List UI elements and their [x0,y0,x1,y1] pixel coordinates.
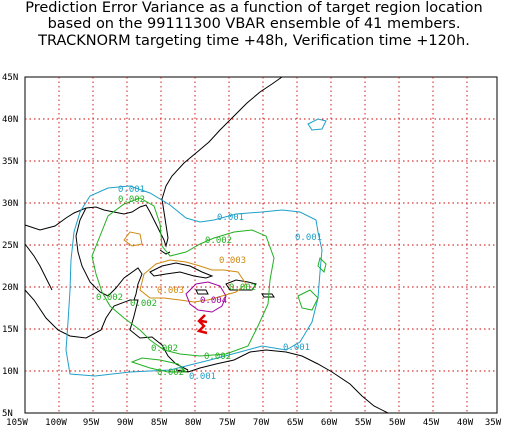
contour-high [196,314,208,335]
x-tick-label: 35W [485,418,502,428]
contour-label: 0.002 [96,293,123,303]
puerto-rico [261,293,275,298]
y-tick-label: 30N [2,199,18,209]
x-tick-label: 65W [287,418,304,428]
x-tick-label: 75W [219,418,236,428]
contour-label: 0.001 [118,185,145,195]
contour-0-001 [65,185,323,377]
mexico-central-america-coast [24,289,189,371]
contour-label: 0.002 [151,344,178,354]
contour-label-layer: 0.001 0.001 0.001 0.001 0.001 0.002 0.00… [96,185,322,382]
contour-label: 0.002 [205,236,232,246]
x-tick-label: 90W [117,418,134,428]
x-axis: 105W 100W 95W 90W 85W 80W 75W 70W 65W 60… [6,418,502,428]
contour-label: 0.001 [217,213,244,223]
contour-label: 0.001 [189,372,216,382]
contour-label: 0.002 [157,368,184,378]
title-line-2: based on the 99111300 VBAR ensemble of 4… [47,16,461,32]
x-tick-label: 70W [253,418,270,428]
contour-0-002-south [130,357,188,373]
contour-0-003-north [123,231,143,247]
y-tick-label: 15N [2,325,18,335]
contour-label: 0.003 [157,286,184,296]
y-tick-label: 45N [2,73,18,83]
y-tick-label: 40N [2,115,18,125]
contour-label: 0.002 [130,299,157,309]
contour-0-002-east [297,289,319,311]
x-tick-label: 105W [6,418,28,428]
contour-lines [65,118,327,377]
x-tick-label: 85W [151,418,168,428]
x-tick-label: 95W [83,418,100,428]
cuba [149,262,214,279]
us-gulf-coast [24,76,283,248]
x-tick-label: 45W [423,418,440,428]
contour-0-003 [139,259,247,303]
florida-keys [159,249,171,255]
y-tick-label: 25N [2,241,18,251]
y-tick-label: 5N [2,409,13,419]
mexico-gulf-coast [75,207,143,301]
mexico-pacific-coast [24,243,53,291]
contour-label: 0.004 [200,296,227,306]
y-tick-label: 35N [2,157,18,167]
x-tick-label: 80W [185,418,202,428]
contour-0-002 [91,197,275,357]
y-tick-label: 20N [2,283,18,293]
contour-label: 0.002 [229,283,256,293]
y-axis: 5N 10N 15N 20N 25N 30N 35N 40N 45N [2,73,18,419]
south-america-coast [175,349,389,414]
x-tick-label: 60W [321,418,338,428]
contour-0-001-ne [307,118,327,131]
lat-lon-grid [25,77,497,413]
hispaniola [225,279,257,291]
contour-label: 0.002 [118,195,145,205]
x-tick-label: 50W [389,418,406,428]
contour-0-004 [185,281,227,313]
contour-label: 0.003 [219,256,246,266]
contour-label: 0.002 [204,352,231,362]
contour-label: 0.001 [295,233,322,243]
jamaica [195,289,209,295]
x-tick-label: 40W [457,418,474,428]
coastlines [24,76,389,414]
contour-label: 0.001 [283,343,310,353]
x-tick-label: 55W [355,418,372,428]
title-line-3: TRACKNORM targeting time +48h, Verificat… [38,33,470,49]
x-tick-label: 100W [45,418,67,428]
y-tick-label: 10N [2,367,18,377]
contour-0-002-ne [317,257,327,273]
title-line-1: Prediction Error Variance as a function … [25,0,483,16]
